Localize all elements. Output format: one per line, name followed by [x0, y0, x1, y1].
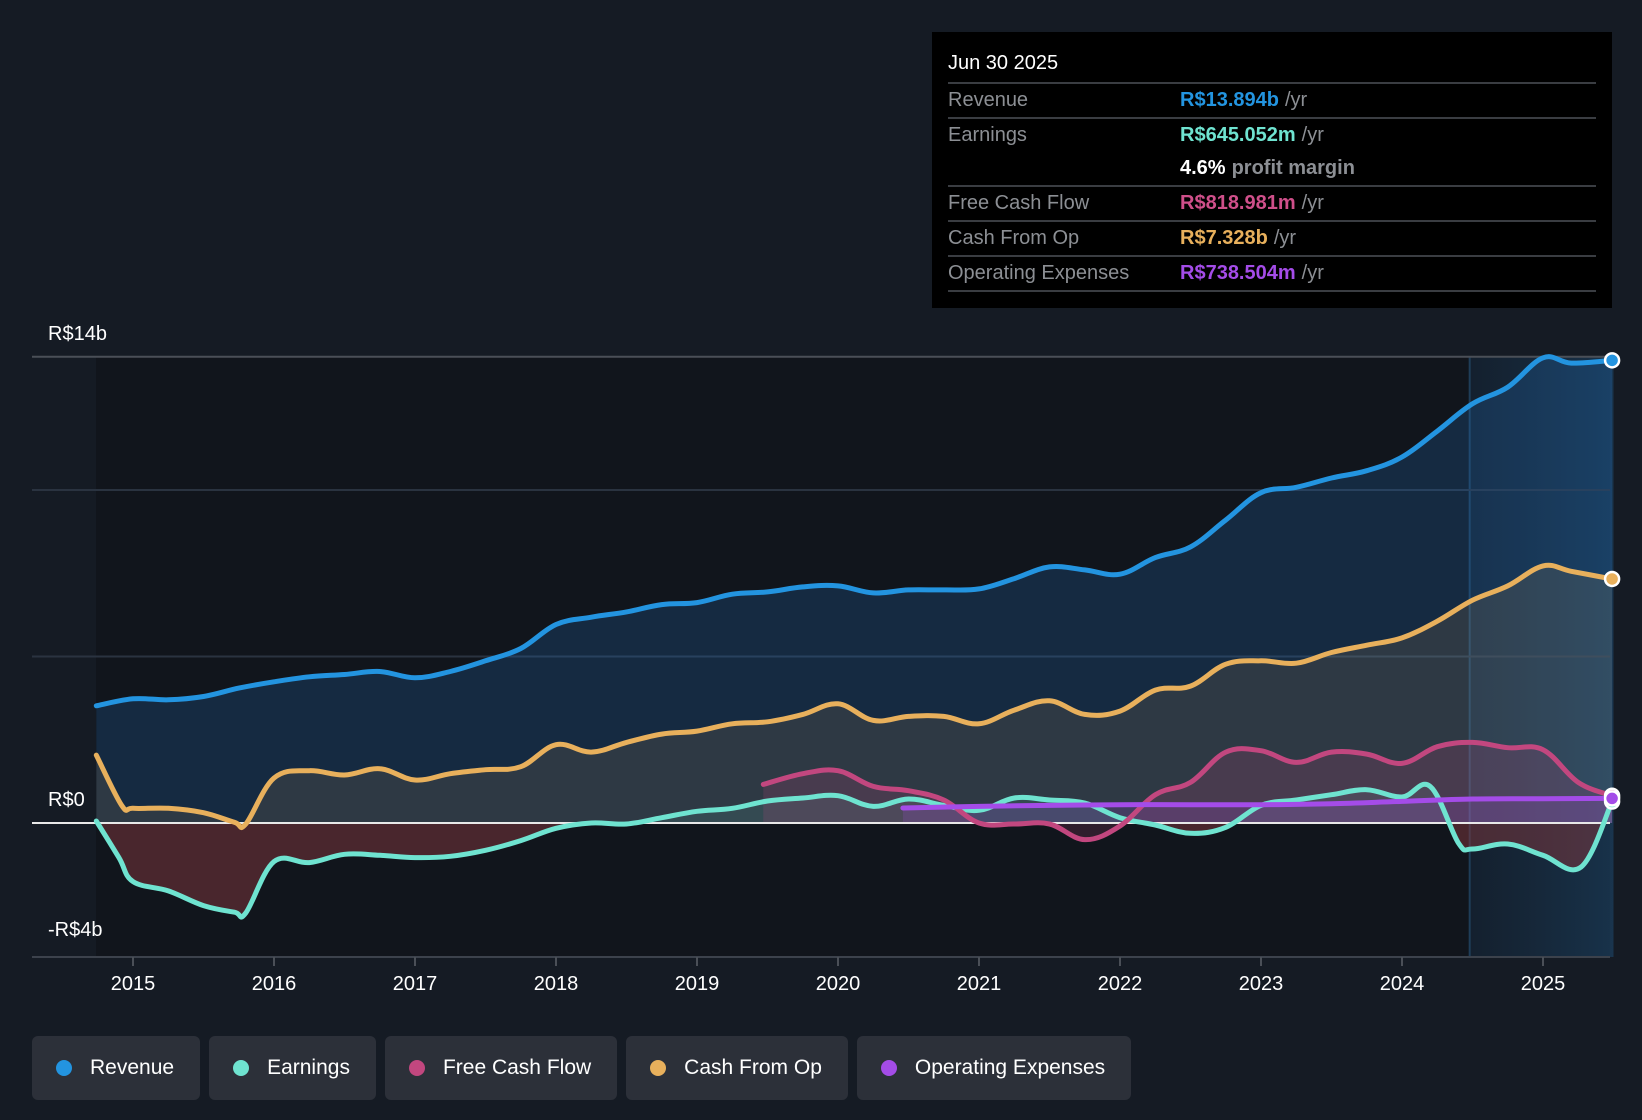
operating-expenses-endpoint: [1603, 790, 1621, 807]
earnings-area: [96, 784, 1613, 918]
tooltip-unit: /yr: [1273, 227, 1297, 249]
tooltip-label: Operating Expenses: [948, 262, 1130, 284]
x-tick-label: 2021: [957, 973, 1002, 995]
tooltip-row-earnings: Earnings R$645.052m/yr: [948, 119, 1596, 152]
tooltip-row-free-cash-flow: Free Cash Flow R$818.981m/yr: [948, 187, 1596, 222]
tooltip-label: Free Cash Flow: [948, 192, 1090, 214]
legend-item-earnings[interactable]: Earnings: [209, 1036, 376, 1100]
tooltip: Jun 30 2025 Revenue R$13.894b/yr Earning…: [932, 32, 1612, 308]
tooltip-value: R$645.052m: [1180, 124, 1296, 146]
operating-expenses-line: [900, 795, 1615, 811]
series-lines: [93, 354, 1615, 920]
profit-margin-value: 4.6%: [1180, 157, 1226, 179]
y-axis-label: R$0: [48, 789, 85, 811]
operating-expenses-dot-icon: [880, 1060, 897, 1076]
tooltip-value: R$13.894b: [1180, 89, 1279, 111]
cash-from-op-area: [96, 565, 1613, 828]
tooltip-row-revenue: Revenue R$13.894b/yr: [948, 84, 1596, 119]
cash-from-op-line: [93, 562, 1615, 831]
tooltip-row-operating-expenses: Operating Expenses R$738.504m/yr: [948, 257, 1596, 292]
legend-label: Free Cash Flow: [442, 1056, 592, 1079]
free-cash-flow-area: [763, 742, 1613, 840]
x-axis-ticks: 2015 2016 2017 2018 2019 2020 2021 2022 2023 2024…: [111, 957, 1566, 995]
tooltip-label: [948, 152, 1180, 185]
series-endpoints: [1603, 352, 1621, 810]
profit-margin-label: profit margin: [1231, 157, 1355, 179]
free-cash-flow-dot-icon: [408, 1060, 425, 1076]
x-tick-label: 2016: [252, 973, 297, 995]
x-tick-label: 2022: [1098, 973, 1143, 995]
free-cash-flow-line: [760, 739, 1615, 843]
legend-item-cash-from-op[interactable]: Cash From Op: [626, 1036, 848, 1100]
tooltip-label: Revenue: [948, 89, 1029, 111]
tooltip-unit: /yr: [1301, 192, 1324, 214]
tooltip-row-cash-from-op: Cash From Op R$7.328b/yr: [948, 222, 1596, 257]
tooltip-row-profit-margin: 4.6% profit margin: [948, 152, 1596, 187]
cash-from-op-dot-icon: [650, 1060, 667, 1076]
y-axis-labels: R$14b R$0 -R$4b: [48, 323, 107, 941]
tooltip-unit: /yr: [1301, 124, 1324, 146]
legend-item-revenue[interactable]: Revenue: [32, 1036, 201, 1100]
x-tick-label: 2020: [816, 973, 861, 995]
legend-item-free-cash-flow[interactable]: Free Cash Flow: [384, 1036, 618, 1100]
x-tick-label: 2023: [1239, 973, 1284, 995]
tooltip-unit: /yr: [1284, 89, 1308, 111]
tooltip-value: R$738.504m: [1180, 262, 1296, 284]
legend-label: Operating Expenses: [914, 1056, 1106, 1079]
revenue-line: [93, 354, 1615, 709]
x-tick-label: 2025: [1521, 973, 1566, 995]
tooltip-label: Earnings: [948, 124, 1027, 146]
y-axis-label: R$14b: [48, 323, 107, 345]
x-tick-label: 2017: [393, 973, 438, 995]
tooltip-date: Jun 30 2025: [948, 46, 1596, 84]
legend-item-operating-expenses[interactable]: Operating Expenses: [856, 1036, 1132, 1100]
legend: Revenue Earnings Free Cash Flow Cash Fro…: [32, 1036, 1132, 1100]
x-tick-label: 2024: [1380, 973, 1425, 995]
revenue-endpoint: [1603, 352, 1621, 369]
tooltip-value: R$7.328b: [1180, 227, 1268, 249]
tooltip-unit: /yr: [1301, 262, 1324, 284]
tooltip-label: Cash From Op: [948, 227, 1080, 249]
gridlines: [32, 355, 1610, 658]
x-tick-label: 2019: [675, 973, 720, 995]
revenue-dot-icon: [56, 1060, 72, 1076]
legend-label: Cash From Op: [684, 1056, 822, 1079]
earnings-dot-icon: [233, 1060, 250, 1076]
legend-label: Earnings: [267, 1056, 350, 1079]
earnings-negative-area: [96, 823, 1613, 918]
operating-expenses-area: [902, 798, 1613, 823]
y-axis-label: -R$4b: [48, 919, 102, 941]
cash-from-op-endpoint: [1603, 570, 1621, 588]
earnings-line: [93, 781, 1615, 920]
x-tick-label: 2015: [111, 973, 156, 995]
legend-label: Revenue: [90, 1056, 175, 1079]
tooltip-value: R$818.981m: [1180, 192, 1296, 214]
x-tick-label: 2018: [534, 973, 579, 995]
